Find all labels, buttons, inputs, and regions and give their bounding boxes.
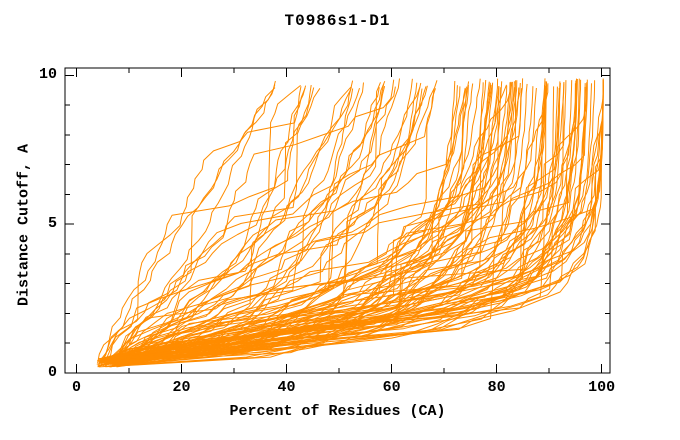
x-tick-label: 40 xyxy=(277,379,296,396)
x-tick-label: 60 xyxy=(382,379,401,396)
x-tick-label: 20 xyxy=(172,379,191,396)
y-tick-label: 10 xyxy=(38,66,57,84)
y-tick-label: 0 xyxy=(47,364,57,381)
y-tick-label: 5 xyxy=(47,215,57,233)
x-axis-label: Percent of Residues (CA) xyxy=(229,403,446,420)
x-tick-label: 100 xyxy=(588,379,616,396)
chart-title: T0986s1-D1 xyxy=(284,12,391,30)
x-tick-label: 80 xyxy=(487,379,506,396)
x-tick-label: 0 xyxy=(72,379,82,396)
